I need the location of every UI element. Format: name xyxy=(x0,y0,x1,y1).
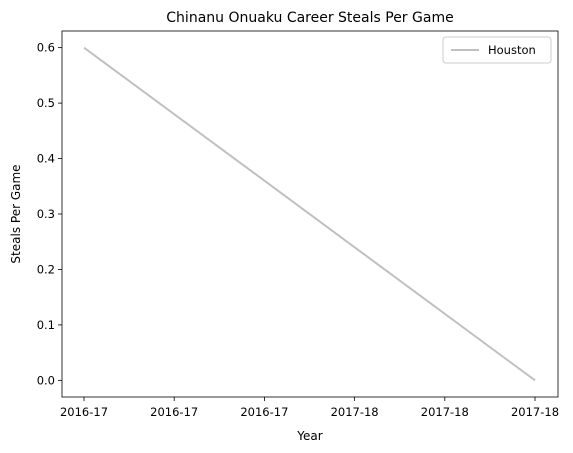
x-axis-label: Year xyxy=(296,429,322,443)
x-tick-label: 2017-18 xyxy=(511,405,559,419)
x-tick-label: 2016-17 xyxy=(60,405,108,419)
y-tick-label: 0.6 xyxy=(37,41,55,55)
x-tick-label: 2016-17 xyxy=(240,405,288,419)
y-tick-label: 0.1 xyxy=(37,318,55,332)
x-tick-label: 2016-17 xyxy=(150,405,198,419)
x-tick-label: 2017-18 xyxy=(421,405,469,419)
y-axis: 0.0 0.1 0.2 0.3 0.4 0.5 0.6 xyxy=(37,41,62,387)
x-tick-label: 2017-18 xyxy=(331,405,379,419)
legend-label-houston: Houston xyxy=(488,43,536,57)
y-axis-label: Steals Per Game xyxy=(9,164,23,263)
series-line-houston xyxy=(83,46,536,382)
y-tick-label: 0.0 xyxy=(37,373,55,387)
y-tick-label: 0.3 xyxy=(37,207,55,221)
y-tick-label: 0.2 xyxy=(37,262,55,276)
series-layer xyxy=(83,46,536,382)
y-tick-label: 0.5 xyxy=(37,96,55,110)
chart-title: Chinanu Onuaku Career Steals Per Game xyxy=(166,10,453,26)
y-tick-label: 0.4 xyxy=(37,152,55,166)
legend-box xyxy=(442,36,552,64)
legend: Houston xyxy=(442,36,552,64)
x-axis: 2016-17 2016-17 2016-17 2017-18 2017-18 2017-… xyxy=(60,397,559,419)
